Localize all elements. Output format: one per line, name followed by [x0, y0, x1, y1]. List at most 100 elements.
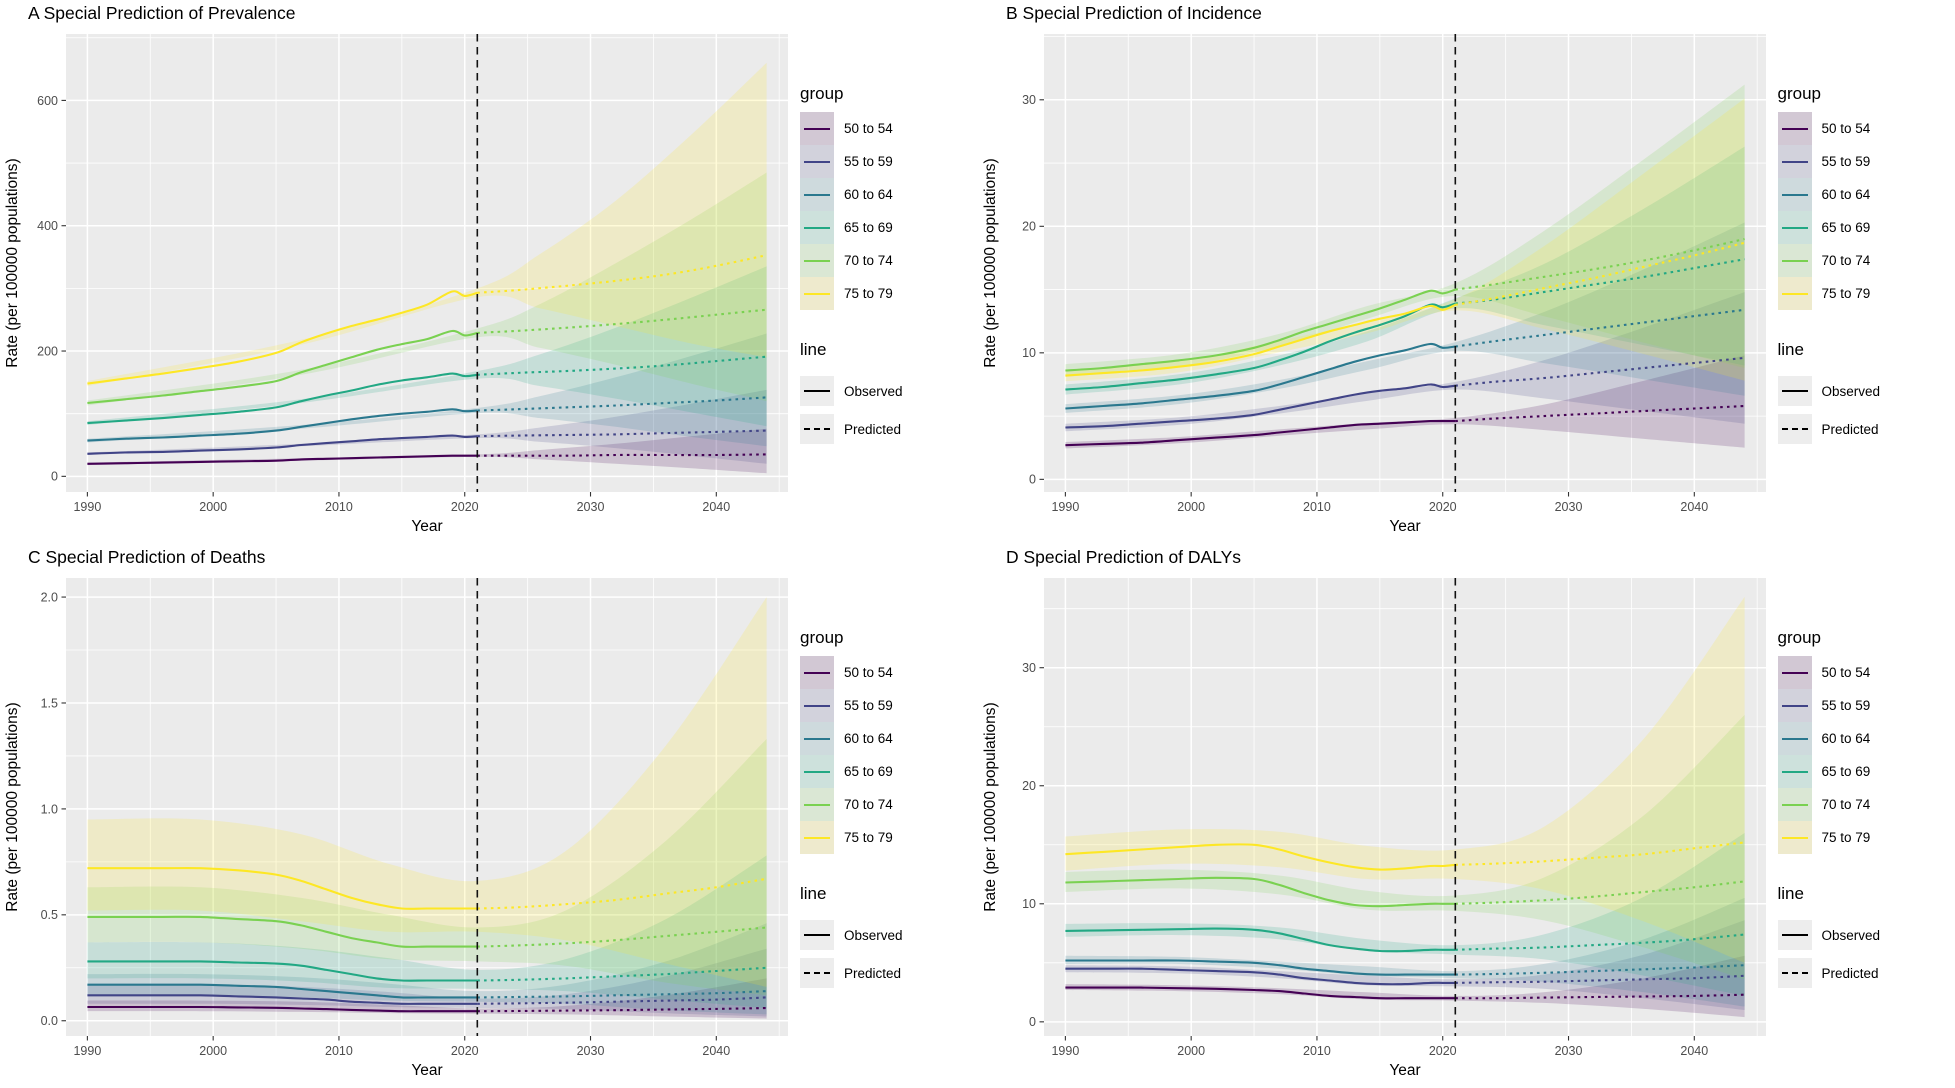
- legend-group-item: 50 to 54: [1777, 656, 1955, 689]
- legend-group-item: 70 to 74: [1777, 244, 1955, 277]
- legend-group-label: 75 to 79: [844, 830, 893, 845]
- group-key-line-icon: [1781, 770, 1808, 773]
- legend-group-label: 60 to 64: [844, 187, 893, 202]
- observed-line-icon: [1777, 376, 1812, 406]
- legend-group-label: 50 to 54: [844, 665, 893, 680]
- group-key-swatch: [800, 821, 834, 854]
- group-key-line-icon: [804, 127, 830, 130]
- legend-group-label: 60 to 64: [1821, 187, 1871, 202]
- group-key-swatch: [1777, 277, 1812, 310]
- svg-text:Rate (per 100000 populations): Rate (per 100000 populations): [982, 702, 999, 911]
- legend-group-label: 50 to 54: [844, 121, 893, 136]
- group-key-line-icon: [804, 803, 830, 806]
- group-key-swatch: [800, 211, 834, 244]
- line-key-stroke: [1781, 428, 1808, 430]
- legend-group-item: 55 to 59: [800, 689, 978, 722]
- legend-group-label: 75 to 79: [844, 286, 893, 301]
- svg-text:2010: 2010: [325, 1044, 353, 1058]
- svg-text:2040: 2040: [1680, 500, 1708, 514]
- legend-group-label: 75 to 79: [1821, 286, 1871, 301]
- legend-line-title: line: [800, 340, 827, 359]
- legend-group-label: 70 to 74: [1821, 797, 1871, 812]
- line-key-stroke: [1781, 934, 1808, 936]
- legend-group-item: 65 to 69: [1777, 755, 1955, 788]
- legend-group-item: 65 to 69: [1777, 211, 1955, 244]
- legend-line-item: Predicted: [1777, 414, 1955, 444]
- group-key-line-icon: [1781, 292, 1808, 295]
- svg-text:2020: 2020: [451, 500, 479, 514]
- svg-text:B Special Prediction of Incide: B Special Prediction of Incidence: [1006, 3, 1262, 23]
- group-key-swatch: [1777, 145, 1812, 178]
- legend-group-item: 75 to 79: [800, 277, 978, 310]
- svg-text:A Special Prediction of Preval: A Special Prediction of Prevalence: [28, 3, 296, 23]
- group-key-line-icon: [1781, 836, 1808, 839]
- group-key-swatch: [800, 722, 834, 755]
- legend-group-label: 60 to 64: [1821, 731, 1871, 746]
- svg-text:1990: 1990: [73, 1044, 101, 1058]
- group-key-line-icon: [1781, 193, 1808, 196]
- legend-group-title: group: [800, 628, 844, 647]
- legend-group-label: 55 to 59: [1821, 698, 1871, 713]
- group-key-swatch: [800, 656, 834, 689]
- predicted-line-icon: [1777, 958, 1812, 988]
- group-key-swatch: [800, 689, 834, 722]
- svg-text:2000: 2000: [1177, 1044, 1205, 1058]
- group-key-swatch: [800, 788, 834, 821]
- observed-line-icon: [800, 920, 834, 950]
- group-key-line-icon: [1781, 737, 1808, 740]
- group-key-line-icon: [804, 671, 830, 674]
- legend-group-label: 70 to 74: [1821, 253, 1871, 268]
- svg-text:Year: Year: [1389, 518, 1420, 535]
- svg-text:2030: 2030: [577, 500, 605, 514]
- group-key-line-icon: [804, 160, 830, 163]
- group-key-line-icon: [1781, 226, 1808, 229]
- svg-text:0.0: 0.0: [41, 1014, 58, 1028]
- legend-line-label: Predicted: [1821, 965, 1879, 981]
- svg-text:D Special Prediction of DALYs: D Special Prediction of DALYs: [1006, 547, 1241, 567]
- group-key-line-icon: [804, 770, 830, 773]
- svg-text:2040: 2040: [702, 1044, 730, 1058]
- legend-group-item: 65 to 69: [800, 211, 978, 244]
- legend-group-item: 60 to 64: [800, 722, 978, 755]
- dalys-chart: 1990 2000 2010 2020 2030 20400102030YearRate …: [982, 547, 1766, 1079]
- line-key-stroke: [804, 390, 830, 392]
- legend-group-item: 65 to 69: [800, 755, 978, 788]
- svg-text:Rate (per 100000 populations): Rate (per 100000 populations): [982, 158, 999, 367]
- svg-text:30: 30: [1022, 93, 1036, 107]
- legend-group-label: 65 to 69: [1821, 764, 1871, 779]
- legend-line-label: Observed: [1821, 383, 1881, 399]
- legend-group-item: 70 to 74: [1777, 788, 1955, 821]
- group-key-swatch: [1777, 722, 1812, 755]
- svg-text:1.5: 1.5: [41, 696, 58, 710]
- group-key-swatch: [800, 145, 834, 178]
- legend-line-item: Predicted: [800, 414, 978, 444]
- legend-line-title: line: [1777, 340, 1804, 359]
- svg-text:Rate (per 100000 populations): Rate (per 100000 populations): [4, 158, 21, 367]
- group-key-swatch: [800, 755, 834, 788]
- line-key-stroke: [804, 972, 830, 974]
- legend-group-label: 70 to 74: [844, 253, 893, 268]
- legend-group-label: 55 to 59: [844, 154, 893, 169]
- legend-line-label: Observed: [844, 383, 903, 399]
- panel-incidence: 1990 2000 2010 2020 2030 2040 0 10 20 30 Year Rate …: [978, 0, 1955, 544]
- svg-text:1990: 1990: [1051, 500, 1079, 514]
- legend-line-item: Predicted: [800, 958, 978, 988]
- deaths-legend: group 50 to 54 55 to 59 60 to 64 65 to 69 70 …: [800, 544, 978, 1088]
- prevalence-chart: 1990 2000 2010 2020 2030 2040 0 200 400 600 Year Ra…: [4, 3, 788, 535]
- svg-text:2010: 2010: [1303, 1044, 1331, 1058]
- group-key-line-icon: [804, 737, 830, 740]
- legend-group-item: 50 to 54: [1777, 112, 1955, 145]
- legend-line-label: Predicted: [844, 421, 902, 437]
- group-key-swatch: [1777, 689, 1812, 722]
- group-key-line-icon: [1781, 160, 1808, 163]
- legend-group-label: 55 to 59: [1821, 154, 1871, 169]
- svg-text:2010: 2010: [325, 500, 353, 514]
- legend-group-label: 75 to 79: [1821, 830, 1871, 845]
- svg-text:0: 0: [1029, 1015, 1036, 1029]
- legend-line-label: Predicted: [1821, 421, 1879, 437]
- deaths-chart: 1990 2000 2010 2020 2030 2040 0.0 0.5 1.0 1.5 2.0 Y…: [4, 547, 788, 1079]
- legend-group-item: 55 to 59: [1777, 689, 1955, 722]
- legend-group-label: 55 to 59: [844, 698, 893, 713]
- observed-line-icon: [800, 376, 834, 406]
